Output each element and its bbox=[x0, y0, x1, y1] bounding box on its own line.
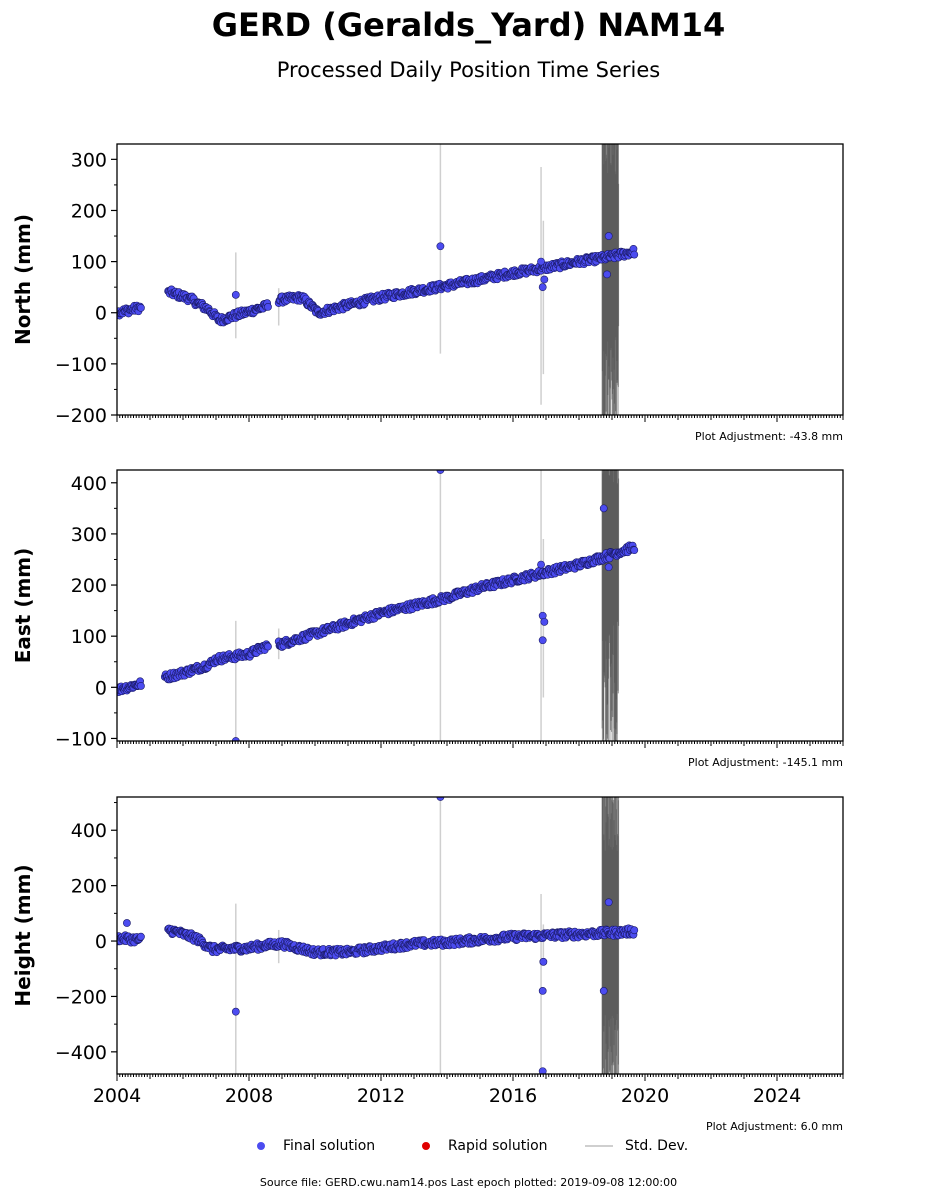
plot-area bbox=[117, 797, 639, 1074]
final-solution-point bbox=[264, 303, 272, 311]
final-solution-point bbox=[540, 275, 549, 284]
final-solution-point bbox=[540, 617, 549, 626]
y-tick-label: 200 bbox=[71, 876, 107, 898]
y-tick-label: −100 bbox=[55, 728, 107, 750]
plot-adjustment-label: Plot Adjustment: -145.1 mm bbox=[688, 756, 843, 769]
final-solution-marker-icon bbox=[257, 1142, 265, 1150]
final-solution-point bbox=[137, 932, 145, 941]
panel-north: −200 −100 0 100 200 300 North (mm) Plot Adjustm… bbox=[11, 143, 844, 443]
final-solution-point bbox=[630, 546, 639, 555]
final-solution-point bbox=[231, 1007, 240, 1016]
plot-area bbox=[117, 144, 639, 415]
x-tick-label: 2016 bbox=[489, 1085, 537, 1107]
y-tick-label: 100 bbox=[71, 626, 107, 648]
final-solution-point bbox=[599, 504, 608, 513]
y-axis-label: North (mm) bbox=[11, 214, 35, 345]
legend-rapid: Rapid solution bbox=[422, 1138, 548, 1154]
final-solution-point bbox=[137, 682, 145, 690]
x-tick-label: 2012 bbox=[357, 1085, 405, 1107]
legend-std: Std. Dev. bbox=[585, 1138, 688, 1154]
legend-final-label: Final solution bbox=[283, 1138, 376, 1154]
legend-rapid-label: Rapid solution bbox=[448, 1138, 548, 1154]
final-solution-point bbox=[538, 283, 547, 292]
legend: Final solution Rapid solution Std. Dev. bbox=[0, 1138, 937, 1158]
final-solution-point bbox=[604, 563, 613, 572]
plot-adjustment-label: Plot Adjustment: -43.8 mm bbox=[695, 430, 843, 443]
final-solution-point bbox=[537, 560, 545, 569]
panel-height: −400 −200 0 200 400 2004 2008 2012 2016 2020 2024 H… bbox=[11, 796, 844, 1133]
x-tick-label: 2020 bbox=[621, 1085, 669, 1107]
y-axis-label: Height (mm) bbox=[11, 864, 35, 1006]
chart-title: GERD (Geralds_Yard) NAM14 bbox=[211, 6, 726, 44]
final-solution-point bbox=[231, 290, 240, 299]
y-tick-label: 400 bbox=[71, 820, 107, 842]
y-tick-label: 300 bbox=[71, 524, 107, 546]
plot-frame bbox=[116, 469, 844, 742]
final-solution-point bbox=[538, 987, 547, 995]
final-solution-point bbox=[123, 919, 131, 927]
y-tick-label: −200 bbox=[55, 405, 107, 427]
rapid-solution-marker-icon bbox=[422, 1142, 430, 1150]
final-solution-point bbox=[538, 1067, 547, 1074]
final-solution-point bbox=[604, 232, 613, 240]
legend-final: Final solution bbox=[257, 1138, 375, 1154]
x-tick-label: 2024 bbox=[753, 1085, 801, 1107]
panel-east: −100 0 100 200 300 400 East (mm) Plot Adjustmen… bbox=[11, 469, 844, 769]
y-tick-label: 200 bbox=[71, 575, 107, 597]
y-tick-label: 200 bbox=[71, 200, 107, 222]
final-solution-point bbox=[603, 270, 611, 279]
final-solution-point bbox=[538, 636, 547, 645]
y-tick-label: −100 bbox=[55, 354, 107, 376]
chart-subtitle: Processed Daily Position Time Series bbox=[276, 58, 661, 82]
legend-std-label: Std. Dev. bbox=[625, 1138, 689, 1154]
plot-area bbox=[117, 470, 639, 741]
y-tick-label: −200 bbox=[55, 986, 107, 1008]
source-footer: Source file: GERD.cwu.nam14.pos Last epo… bbox=[259, 1176, 678, 1189]
final-solution-point bbox=[539, 957, 548, 966]
y-tick-label: 100 bbox=[71, 252, 107, 274]
final-solution-point bbox=[264, 642, 272, 651]
y-tick-label: 0 bbox=[95, 303, 107, 325]
final-solution-point bbox=[604, 898, 613, 907]
x-tick-label: 2004 bbox=[93, 1085, 141, 1107]
final-solution-point bbox=[630, 250, 639, 259]
std-dev-line-icon bbox=[585, 1145, 613, 1147]
final-solution-point bbox=[436, 242, 445, 251]
plot-adjustment-label: Plot Adjustment: 6.0 mm bbox=[706, 1120, 843, 1133]
y-tick-label: 0 bbox=[95, 931, 107, 953]
final-solution-point bbox=[137, 303, 145, 312]
y-tick-label: 300 bbox=[71, 149, 107, 171]
y-axis-label: East (mm) bbox=[11, 548, 35, 664]
x-tick-label: 2008 bbox=[225, 1085, 273, 1107]
final-solution-point bbox=[436, 470, 445, 474]
final-solution-point bbox=[630, 926, 639, 935]
y-tick-label: 400 bbox=[71, 473, 107, 495]
final-solution-point bbox=[537, 257, 545, 266]
final-solution-point bbox=[231, 737, 240, 741]
y-tick-label: 0 bbox=[95, 677, 107, 699]
final-solution-point bbox=[599, 987, 608, 995]
y-tick-label: −400 bbox=[55, 1042, 107, 1064]
